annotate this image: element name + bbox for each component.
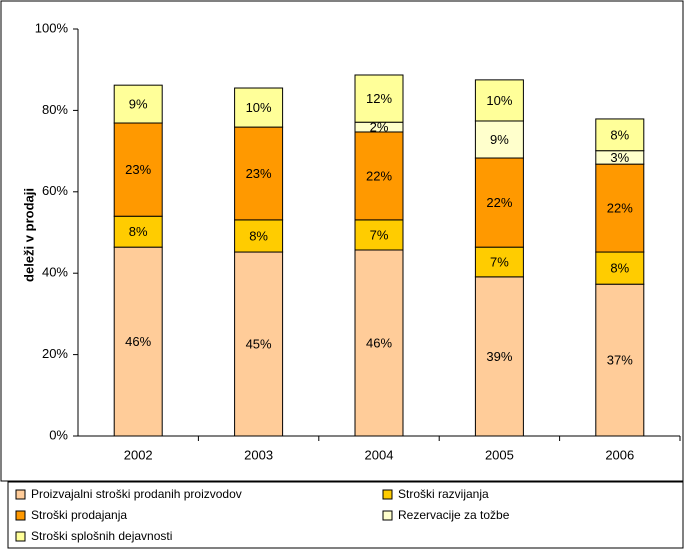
bar-segment (234, 126, 284, 221)
data-label: 8% (249, 228, 268, 243)
data-label: 37% (607, 353, 633, 368)
data-label: 22% (366, 168, 392, 183)
data-label: 10% (486, 93, 512, 108)
bar-segment (474, 120, 524, 159)
data-label: 39% (486, 349, 512, 364)
y-tick-label: 40% (42, 265, 68, 280)
bar-segment (595, 118, 645, 152)
bar-segment (595, 251, 645, 285)
bar-segment (595, 283, 645, 437)
x-tick-label: 2002 (124, 447, 153, 462)
data-label: 9% (490, 132, 509, 147)
data-label: 12% (366, 91, 392, 106)
bar-segment (113, 84, 163, 124)
legend-label: Rezervacije za tožbe (398, 508, 510, 522)
data-label: 2% (370, 120, 389, 135)
bar-segment (113, 122, 163, 217)
legend-label: Stroški razvijanja (398, 487, 489, 501)
bar-segment (474, 79, 524, 122)
y-tick-label: 80% (42, 102, 68, 117)
legend-label: Proizvajalni stroški prodanih proizvodov (31, 487, 242, 501)
bar-segment (234, 87, 284, 128)
data-label: 23% (125, 162, 151, 177)
chart-frame (0, 0, 684, 482)
bar-segment (354, 249, 404, 437)
data-label: 8% (610, 261, 629, 276)
data-label: 22% (607, 201, 633, 216)
legend-swatch (382, 510, 393, 521)
data-label: 46% (366, 335, 392, 350)
y-tick-label: 100% (35, 20, 69, 35)
bar-segment (354, 131, 404, 221)
bar-segment (234, 219, 284, 253)
data-label: 22% (486, 195, 512, 210)
y-axis-label: deleži v prodaji (21, 188, 36, 282)
data-label: 45% (246, 336, 272, 351)
data-label: 10% (246, 100, 272, 115)
bar-segment (113, 246, 163, 437)
y-tick-label: 60% (42, 183, 68, 198)
bar-segment (234, 251, 284, 437)
legend-swatch (382, 489, 393, 500)
data-label: 9% (129, 97, 148, 112)
legend-swatch (15, 510, 26, 521)
bar-segment (595, 163, 645, 253)
legend-swatch (15, 489, 26, 500)
legend-label: Stroški prodajanja (31, 508, 127, 522)
bar-segment (354, 74, 404, 123)
data-label: 3% (610, 150, 629, 165)
legend-label: Stroški splošnih dejavnosti (31, 529, 172, 543)
x-tick-label: 2004 (365, 447, 394, 462)
data-label: 23% (246, 166, 272, 181)
x-tick-label: 2006 (605, 447, 634, 462)
bar-segment (474, 246, 524, 278)
y-tick-label: 20% (42, 346, 68, 361)
x-tick-label: 2003 (244, 447, 273, 462)
data-label: 8% (610, 127, 629, 142)
data-label: 46% (125, 334, 151, 349)
data-label: 8% (129, 224, 148, 239)
data-label: 7% (490, 254, 509, 269)
x-tick-label: 2005 (485, 447, 514, 462)
bar-segment (354, 219, 404, 251)
legend-swatch (15, 531, 26, 542)
legend-frame (7, 481, 684, 549)
y-tick-label: 0% (49, 427, 68, 442)
data-label: 7% (370, 227, 389, 242)
bar-segment (474, 276, 524, 437)
